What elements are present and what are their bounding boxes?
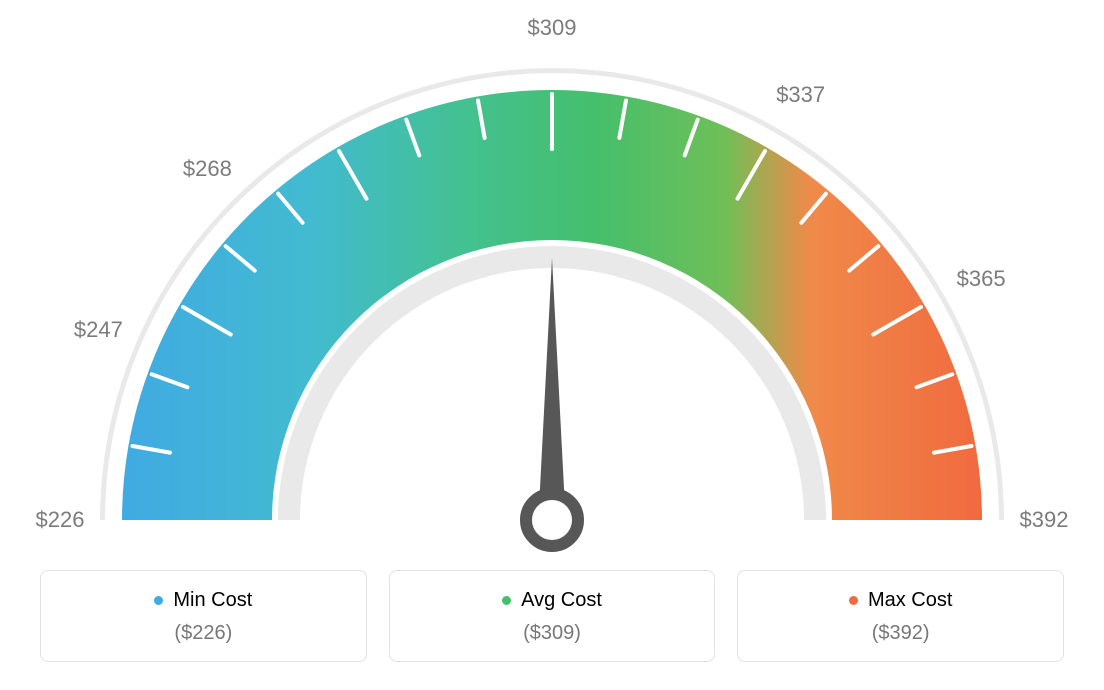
gauge-tick-label: $226 [36, 507, 85, 533]
gauge-tick-label: $268 [183, 156, 232, 182]
legend-min-label-row: Min Cost [154, 589, 252, 612]
legend-dot-min [154, 596, 163, 605]
legend-dot-avg [502, 596, 511, 605]
legend-card-avg: Avg Cost ($309) [389, 570, 716, 662]
gauge-tick-label: $365 [957, 266, 1006, 292]
gauge-tick-label: $337 [776, 82, 825, 108]
legend-avg-value: ($309) [400, 622, 705, 645]
legend-card-max: Max Cost ($392) [737, 570, 1064, 662]
legend-dot-max [849, 596, 858, 605]
cost-gauge-container: $226 $247 $268 $309 $337 $365 $392 Min Cost ($… [0, 0, 1104, 690]
legend-row: Min Cost ($226) Avg Cost ($309) Max Cost… [30, 570, 1074, 662]
gauge-chart: $226$247$268$309$337$365$392 [30, 20, 1074, 560]
legend-min-label: Min Cost [173, 589, 252, 612]
legend-min-value: ($226) [51, 622, 356, 645]
legend-card-min: Min Cost ($226) [40, 570, 367, 662]
legend-max-label: Max Cost [868, 589, 952, 612]
legend-max-value: ($392) [748, 622, 1053, 645]
gauge-tick-label: $247 [74, 317, 123, 343]
gauge-tick-label: $309 [528, 15, 577, 41]
legend-avg-label-row: Avg Cost [502, 589, 602, 612]
gauge-svg [30, 20, 1074, 560]
gauge-tick-label: $392 [1020, 507, 1069, 533]
legend-max-label-row: Max Cost [849, 589, 952, 612]
legend-avg-label: Avg Cost [521, 589, 602, 612]
